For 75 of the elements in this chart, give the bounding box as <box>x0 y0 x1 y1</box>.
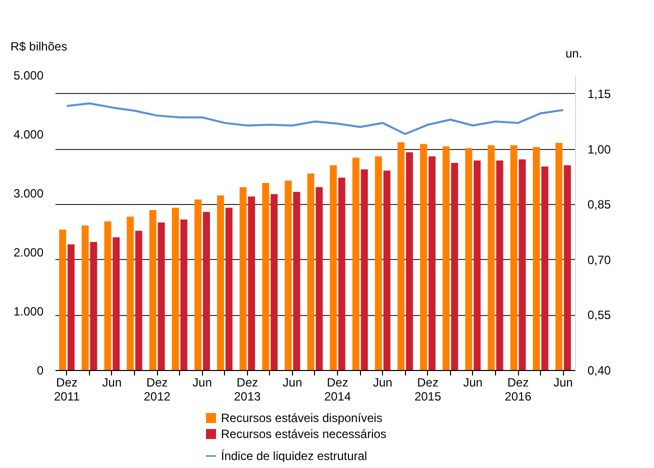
bar <box>307 174 314 370</box>
y2-tick-label: 0,70 <box>588 252 612 267</box>
bar <box>474 160 481 370</box>
y-tick-label: 5.000 <box>13 68 44 82</box>
x-tick-label: Jun <box>282 376 302 390</box>
bar <box>82 225 89 370</box>
x-tick-label: Dez 2014 <box>324 376 352 404</box>
bar <box>248 196 256 370</box>
bar <box>316 187 323 370</box>
bar <box>180 220 188 370</box>
bar <box>112 237 120 370</box>
bar <box>465 148 472 370</box>
bar <box>360 169 368 370</box>
bar <box>225 208 232 370</box>
bar <box>398 142 405 370</box>
bar <box>270 194 278 370</box>
bar <box>352 158 360 370</box>
bar <box>104 221 112 370</box>
bar <box>284 180 292 370</box>
x-tick-label: Dez 2012 <box>144 376 171 404</box>
y2-axis-title: un. <box>566 46 582 60</box>
y2-tick-label: 0,55 <box>588 308 612 322</box>
x-tick-label: Dez 2015 <box>414 376 442 404</box>
bar <box>442 146 450 370</box>
y-axis-title: R$ bilhões <box>10 40 68 54</box>
y-tick-label: 2.000 <box>13 246 44 260</box>
bar <box>532 146 540 370</box>
bar <box>420 144 428 370</box>
x-tick-label: Jun <box>463 376 483 390</box>
y-tick-label: 4.000 <box>13 128 44 142</box>
y2-tick-label: 1,15 <box>588 86 612 101</box>
x-tick-label: Dez 2011 <box>54 376 80 404</box>
bar <box>510 145 518 370</box>
bar <box>126 216 134 370</box>
x-tick-label: Jun <box>553 376 573 390</box>
x-tick-label: Jun <box>373 376 392 390</box>
x-tick-label: Dez 2013 <box>234 376 261 404</box>
bar <box>406 152 413 370</box>
bar <box>262 182 270 370</box>
y2-tick-label: 1,00 <box>588 142 612 156</box>
bar <box>158 222 165 370</box>
bar <box>217 195 224 370</box>
line-series <box>66 102 564 135</box>
bar <box>135 230 142 370</box>
bar <box>68 244 75 370</box>
x-tick-label: Jun <box>192 376 212 390</box>
bar <box>541 166 548 370</box>
bar <box>172 208 179 370</box>
bar <box>564 165 571 370</box>
bar <box>374 156 382 370</box>
bar <box>488 145 495 370</box>
bar <box>194 199 202 370</box>
x-tick-label: Jun <box>102 376 122 390</box>
bar <box>149 210 156 370</box>
bar <box>330 165 337 370</box>
bar <box>555 142 562 370</box>
y2-tick-label: 0,40 <box>588 364 612 378</box>
y-tick-label: 1.000 <box>13 304 44 318</box>
legend-label: Recursos estáveis disponíveis <box>221 411 382 425</box>
y2-tick-label: 0,85 <box>588 198 612 212</box>
bar <box>451 162 458 370</box>
bar <box>383 170 390 370</box>
legend-label: Recursos estáveis necessários <box>221 427 386 441</box>
y-tick-label: 3.000 <box>13 186 44 200</box>
bar <box>202 212 210 370</box>
bar <box>90 242 98 370</box>
bar <box>240 187 247 370</box>
bar <box>338 178 346 370</box>
bar <box>59 230 66 370</box>
x-tick-label: Dez 2016 <box>504 376 532 404</box>
bar <box>293 192 300 370</box>
y-tick-label: 0 <box>36 364 44 378</box>
bar <box>518 159 526 370</box>
bar <box>496 160 504 370</box>
bar <box>428 156 436 370</box>
